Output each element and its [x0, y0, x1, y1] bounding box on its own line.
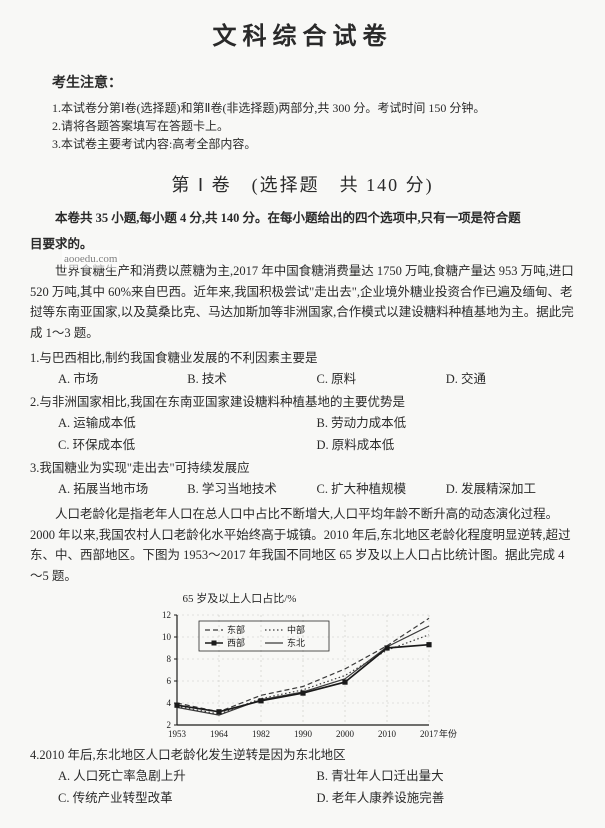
- q3-options: A. 拓展当地市场 B. 学习当地技术 C. 扩大种植规模 D. 发展精深加工: [58, 479, 575, 500]
- chart-region: 65 岁及以上人口占比/% 24681012195319641982199020…: [143, 590, 463, 742]
- q1-opt-d: D. 交通: [446, 369, 575, 390]
- svg-text:4: 4: [166, 698, 171, 708]
- q4-stem: 4.2010 年后,东北地区人口老龄化发生逆转是因为东北地区: [30, 745, 575, 766]
- svg-text:1990: 1990: [294, 729, 313, 739]
- q4-options-row1: A. 人口死亡率急剧上升 B. 青壮年人口迁出量大: [58, 766, 575, 787]
- watermark: aooedu.com: [62, 250, 119, 268]
- chart-y-title: 65 岁及以上人口占比/%: [183, 590, 463, 608]
- q4-opt-a: A. 人口死亡率急剧上升: [58, 766, 317, 787]
- q1-options: A. 市场 B. 技术 C. 原料 D. 交通: [58, 369, 575, 390]
- svg-text:12: 12: [162, 611, 171, 620]
- q2-opt-c: C. 环保成本低: [58, 435, 317, 456]
- svg-text:8: 8: [166, 654, 171, 664]
- svg-text:2017: 2017: [420, 729, 439, 739]
- q1-opt-c: C. 原料: [317, 369, 446, 390]
- svg-text:东北: 东北: [287, 637, 305, 648]
- notice-heading: 考生注意：: [52, 72, 575, 95]
- q1-stem: 1.与巴西相比,制约我国食糖业发展的不利因素主要是: [30, 348, 575, 369]
- svg-text:6: 6: [166, 676, 171, 686]
- svg-text:1964: 1964: [210, 729, 229, 739]
- q4-opt-b: B. 青壮年人口迁出量大: [317, 766, 576, 787]
- q2-opt-d: D. 原料成本低: [317, 435, 576, 456]
- q2-stem: 2.与非洲国家相比,我国在东南亚国家建设糖料种植基地的主要优势是: [30, 392, 575, 413]
- aging-line-chart: 246810121953196419821990200020102017年份东部…: [143, 611, 463, 743]
- section-1-title: 第 Ⅰ 卷 (选择题 共 140 分): [30, 171, 575, 201]
- passage-2: 人口老龄化是指老年人口在总人口中占比不断增大,人口平均年龄不断升高的动态演化过程…: [30, 504, 575, 587]
- q1-opt-a: A. 市场: [58, 369, 187, 390]
- q3-opt-a: A. 拓展当地市场: [58, 479, 187, 500]
- q2-options-row2: C. 环保成本低 D. 原料成本低: [58, 435, 575, 456]
- svg-text:2010: 2010: [378, 729, 397, 739]
- instruct-line-1: 本卷共 35 小题,每小题 4 分,共 140 分。在每小题给出的四个选项中,只…: [55, 211, 521, 225]
- svg-text:年份: 年份: [438, 728, 456, 739]
- svg-text:2000: 2000: [336, 729, 355, 739]
- svg-text:1953: 1953: [168, 729, 187, 739]
- page-title: 文科综合试卷: [30, 18, 575, 58]
- svg-text:东部: 东部: [227, 624, 245, 635]
- q4-opt-d: D. 老年人康养设施完善: [317, 788, 576, 809]
- q3-opt-b: B. 学习当地技术: [187, 479, 316, 500]
- q1-opt-b: B. 技术: [187, 369, 316, 390]
- q3-opt-d: D. 发展精深加工: [446, 479, 575, 500]
- section-1-instruction: 本卷共 35 小题,每小题 4 分,共 140 分。在每小题给出的四个选项中,只…: [30, 208, 575, 228]
- q4-opt-c: C. 传统产业转型改革: [58, 788, 317, 809]
- q2-opt-a: A. 运输成本低: [58, 413, 317, 434]
- svg-text:1982: 1982: [252, 729, 270, 739]
- notice-item: 2.请将各题答案填写在答题卡上。: [52, 117, 575, 135]
- q3-opt-c: C. 扩大种植规模: [317, 479, 446, 500]
- passage-1: 世界食糖生产和消费以蔗糖为主,2017 年中国食糖消费量达 1750 万吨,食糖…: [30, 261, 575, 344]
- notice-item: 3.本试卷主要考试内容:高考全部内容。: [52, 135, 575, 153]
- notice-item: 1.本试卷分第Ⅰ卷(选择题)和第Ⅱ卷(非选择题)两部分,共 300 分。考试时间…: [52, 99, 575, 117]
- svg-text:西部: 西部: [227, 637, 245, 648]
- q2-opt-b: B. 劳动力成本低: [317, 413, 576, 434]
- svg-text:10: 10: [162, 632, 172, 642]
- q3-stem: 3.我国糖业为实现"走出去"可持续发展应: [30, 458, 575, 479]
- svg-text:中部: 中部: [287, 624, 305, 635]
- q2-options-row1: A. 运输成本低 B. 劳动力成本低: [58, 413, 575, 434]
- q4-options-row2: C. 传统产业转型改革 D. 老年人康养设施完善: [58, 788, 575, 809]
